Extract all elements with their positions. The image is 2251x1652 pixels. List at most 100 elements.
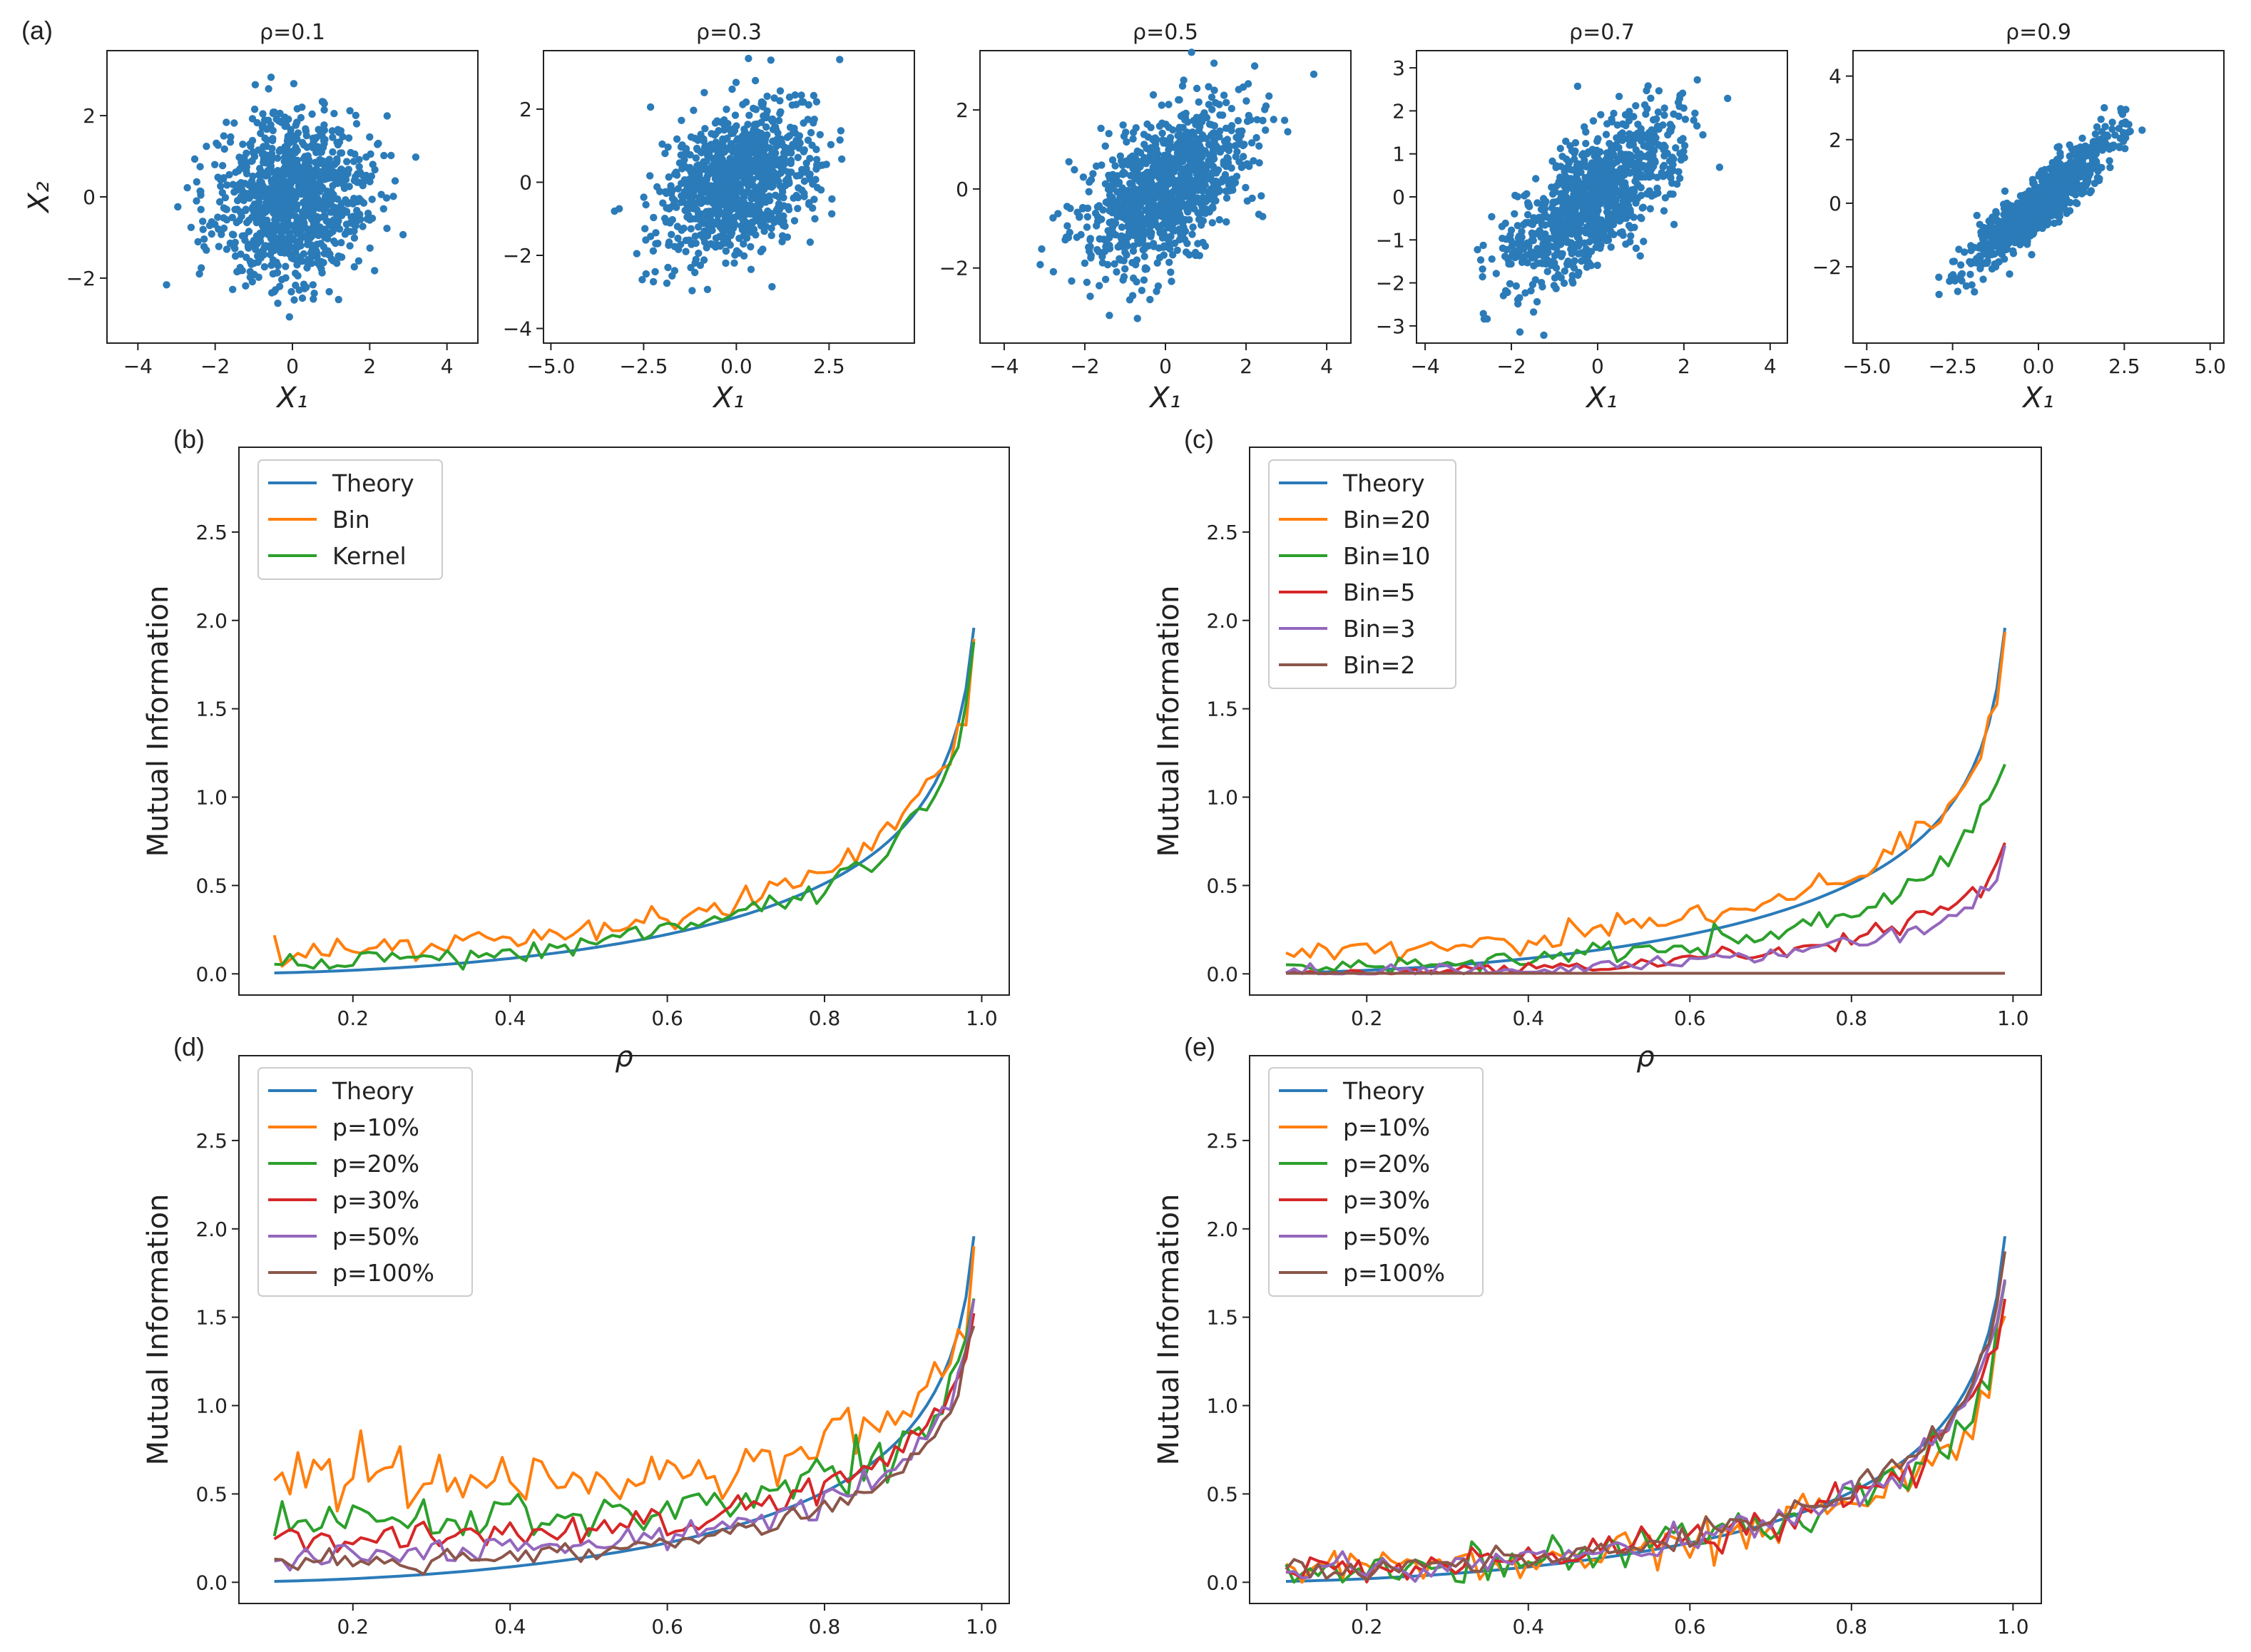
scatter-point (1195, 172, 1203, 180)
scatter-point (219, 175, 228, 183)
scatter-point (225, 170, 233, 179)
scatter-point (752, 149, 761, 157)
scatter-point (795, 137, 803, 145)
scatter-point (747, 243, 755, 251)
scatter-point (2094, 136, 2102, 144)
scatter-point (275, 235, 282, 243)
scatter-point (686, 163, 694, 172)
scatter-point (642, 270, 650, 278)
scatter-point (1101, 275, 1110, 283)
scatter-point (223, 205, 230, 213)
scatter-point (1608, 115, 1615, 123)
scatter-point (1160, 242, 1168, 250)
scatter-point (247, 188, 255, 197)
scatter-point (1715, 163, 1724, 171)
scatter-point (1585, 211, 1593, 220)
scatter-point (1190, 205, 1198, 213)
scatter-point (1676, 91, 1684, 99)
scatter-point (665, 238, 673, 246)
x-tick-label: 0.0 (2023, 355, 2055, 378)
scatter-point (752, 106, 760, 113)
scatter-point (1150, 183, 1159, 191)
scatter-point (1626, 238, 1634, 246)
scatter-point (302, 125, 310, 133)
scatter-point (673, 223, 682, 230)
scatter-point (680, 224, 688, 233)
scatter-point (1123, 199, 1131, 207)
scatter-point (1603, 120, 1611, 128)
scatter-point (827, 141, 835, 148)
scatter-point (765, 192, 773, 200)
scatter-point (1183, 183, 1192, 191)
scatter-point (272, 173, 281, 180)
x-tick-label: 2 (1678, 355, 1690, 378)
scatter-point (1968, 281, 1976, 289)
scatter-point (1514, 295, 1522, 304)
scatter-point (1580, 250, 1588, 258)
y-tick-label: 0 (1829, 192, 1842, 215)
scatter-point (1147, 123, 1155, 131)
scatter-point (651, 267, 659, 276)
scatter-point (1129, 128, 1138, 136)
panel-title: ρ=0.9 (2006, 20, 2071, 45)
scatter-point (1175, 96, 1183, 104)
x-tick-label: 0 (286, 355, 299, 378)
scatter-point (1620, 179, 1628, 187)
scatter-point (355, 163, 363, 170)
scatter-point (284, 140, 292, 148)
scatter-point (1210, 59, 1218, 67)
scatter-point (382, 194, 391, 202)
scatter-point (1140, 276, 1148, 284)
scatter-point (1527, 220, 1535, 228)
scatter-point (1188, 49, 1195, 56)
scatter-point (781, 160, 789, 168)
scatter-point (759, 192, 767, 200)
scatter-point (1674, 98, 1683, 106)
scatter-point (1144, 204, 1152, 213)
scatter-point (1262, 126, 1270, 134)
scatter-point (1541, 205, 1549, 213)
scatter-point (740, 198, 748, 206)
scatter-point (1195, 126, 1203, 135)
scatter-point (1549, 198, 1557, 206)
scatter-point (701, 125, 709, 133)
scatter-point (285, 192, 292, 200)
scatter-point (313, 240, 321, 248)
scatter-point (246, 140, 254, 148)
scatter-point (290, 80, 298, 88)
scatter-point (1994, 258, 2002, 266)
scatter-point (163, 281, 170, 289)
scatter-point (1170, 239, 1179, 248)
scatter-point (1111, 260, 1118, 268)
scatter-point (1233, 148, 1241, 155)
scatter-point (749, 175, 757, 183)
scatter-point (308, 253, 316, 260)
scatter-point (734, 205, 742, 214)
scatter-point (298, 208, 307, 216)
scatter-point (1199, 238, 1207, 247)
scatter-point (1556, 145, 1564, 153)
scatter-point (1646, 205, 1654, 213)
scatter-point (670, 267, 679, 275)
scatter-point (1201, 147, 1209, 155)
scatter-point (768, 282, 776, 291)
scatter-point (1519, 245, 1528, 253)
scatter-point (1976, 265, 1984, 272)
scatter-point (1619, 198, 1627, 205)
scatter-point (1036, 260, 1044, 269)
scatter-point (810, 91, 818, 100)
scatter-point (1511, 191, 1519, 200)
scatter-point (1575, 268, 1583, 277)
scatter-point (775, 178, 782, 185)
scatter-point (719, 189, 727, 198)
x-tick-label: 0 (1591, 355, 1604, 378)
scatter-point (320, 100, 328, 108)
x-tick-label: −2 (200, 355, 230, 378)
scatter-point (785, 93, 794, 101)
scatter-point (1063, 203, 1071, 210)
scatter-point (752, 161, 760, 169)
scatter-point (228, 213, 236, 222)
scatter-point (331, 175, 339, 183)
scatter-point (368, 195, 376, 203)
